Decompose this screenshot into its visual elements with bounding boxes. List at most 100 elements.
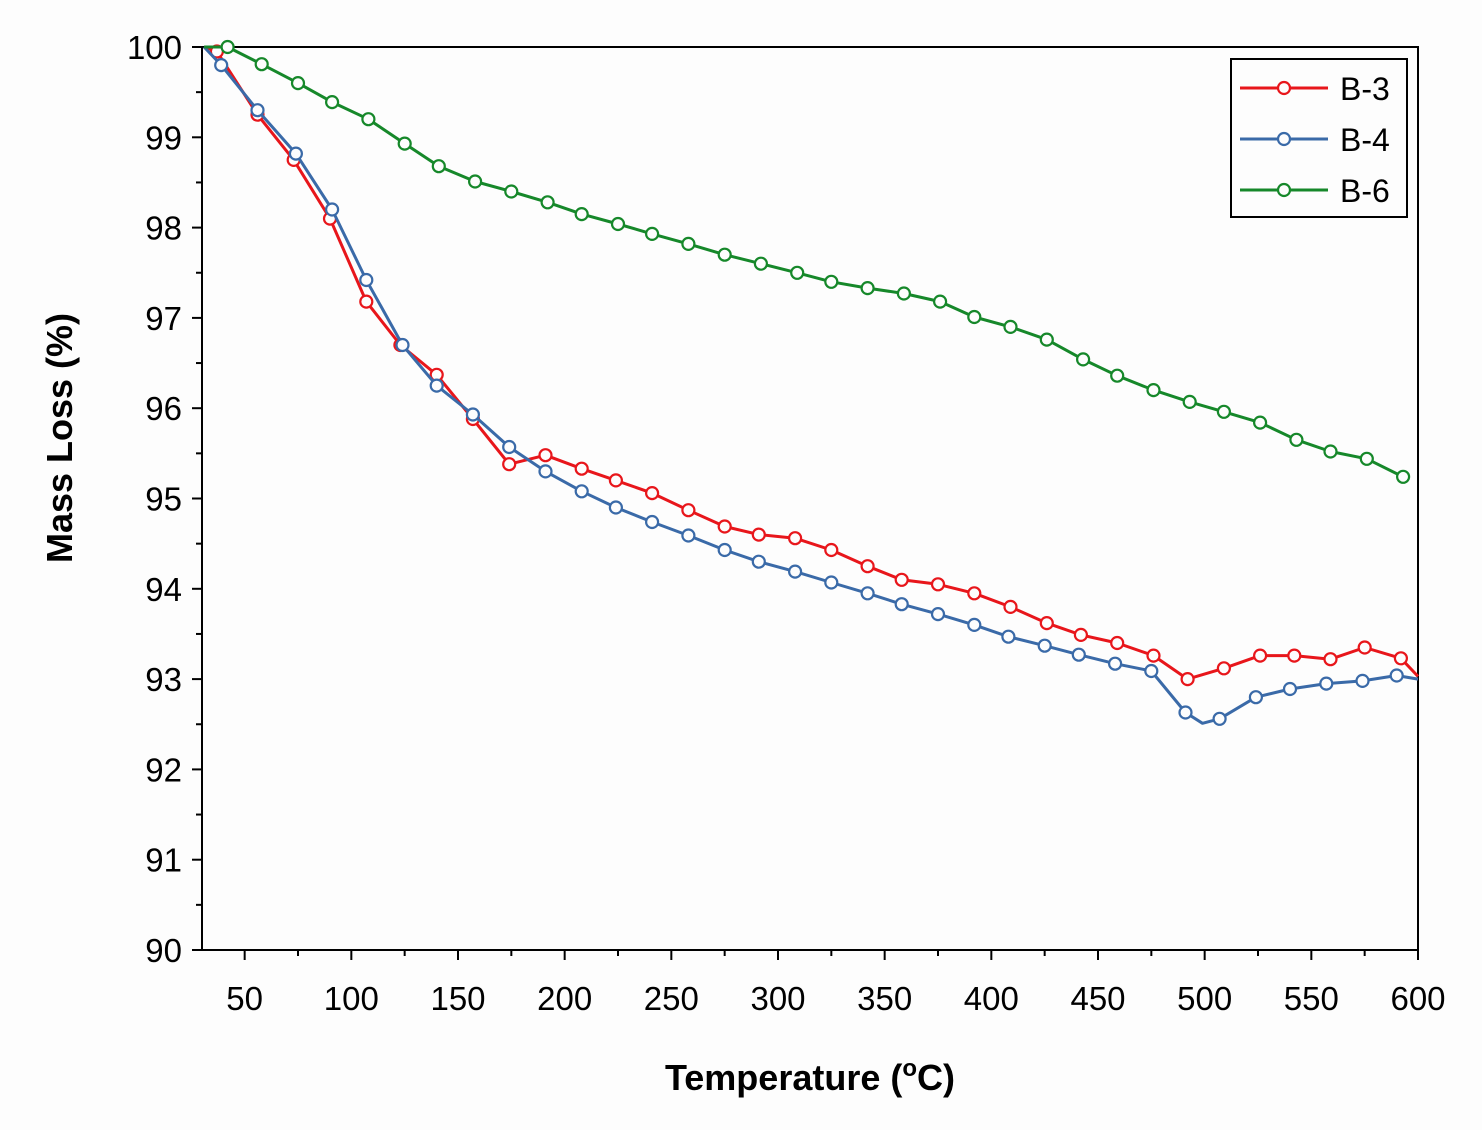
data-point	[896, 286, 912, 301]
data-point	[930, 577, 946, 592]
legend-label: B-6	[1340, 173, 1390, 209]
legend-label: B-4	[1340, 122, 1390, 158]
data-point	[1393, 651, 1409, 666]
legend-marker	[1276, 80, 1292, 96]
data-point	[644, 486, 660, 501]
data-point	[1248, 690, 1264, 705]
data-point	[502, 439, 517, 455]
data-point	[1357, 640, 1372, 655]
data-point	[254, 57, 269, 72]
data-point	[1389, 668, 1404, 683]
data-point	[751, 527, 766, 542]
legend-marker	[1276, 182, 1292, 198]
data-point	[465, 407, 480, 422]
data-point	[574, 461, 589, 476]
data-point	[824, 575, 839, 590]
data-point	[574, 207, 589, 222]
x-tick-label: 250	[644, 980, 699, 1017]
data-point	[787, 531, 803, 546]
data-point	[1216, 404, 1232, 419]
data-point	[250, 103, 265, 118]
data-point	[220, 39, 235, 55]
data-point	[790, 265, 805, 280]
data-point	[290, 75, 306, 91]
legend-label: B-3	[1340, 71, 1390, 107]
data-point	[288, 146, 303, 161]
x-tick-label: 50	[226, 980, 263, 1017]
data-point	[1287, 648, 1302, 663]
data-point	[644, 514, 660, 530]
data-point	[574, 484, 589, 499]
x-tick-label: 100	[324, 980, 379, 1017]
data-point	[1003, 319, 1018, 334]
data-point	[681, 503, 696, 518]
data-point	[468, 174, 483, 189]
data-point	[1039, 332, 1054, 347]
data-point	[894, 572, 909, 587]
x-tick-label: 400	[964, 980, 1019, 1017]
data-point	[860, 281, 875, 296]
data-point	[967, 309, 982, 325]
data-point	[1180, 671, 1195, 687]
data-point	[717, 519, 732, 534]
data-point	[967, 617, 982, 633]
x-tick-label: 500	[1177, 980, 1232, 1017]
data-point	[751, 554, 766, 569]
data-point	[502, 457, 517, 472]
data-point	[359, 272, 374, 288]
data-point	[608, 473, 624, 488]
x-tick-label: 150	[430, 980, 485, 1017]
data-point	[1075, 352, 1091, 367]
data-point	[1289, 432, 1304, 447]
data-point	[1110, 368, 1125, 383]
data-point	[1182, 394, 1197, 409]
series-layer	[203, 39, 1420, 726]
y-tick-label: 97	[145, 300, 182, 337]
data-point	[1359, 451, 1374, 466]
axis-ticks: 50 100 150 200 250 300 350 400 450 500 550 600 90 91 9…	[127, 29, 1446, 1017]
data-point	[1071, 647, 1086, 662]
data-point	[429, 378, 444, 393]
y-tick-label: 91	[145, 842, 182, 879]
data-point	[395, 337, 410, 353]
data-point	[538, 448, 553, 463]
data-point	[1001, 629, 1016, 644]
data-point	[1323, 444, 1338, 459]
series-b-6	[204, 39, 1411, 484]
data-point	[681, 528, 696, 543]
y-tick-label: 96	[145, 390, 182, 427]
x-tick-label: 450	[1070, 980, 1125, 1017]
data-point	[1319, 676, 1334, 691]
x-tick-label: 550	[1284, 980, 1339, 1017]
data-point	[824, 274, 839, 289]
data-point	[1323, 652, 1338, 667]
data-point	[359, 294, 374, 309]
y-tick-label: 100	[127, 29, 182, 66]
data-point	[1395, 469, 1411, 484]
data-point	[681, 236, 696, 251]
data-point	[932, 294, 948, 309]
data-point	[717, 247, 732, 262]
series-b-4	[203, 45, 1419, 726]
data-point	[325, 94, 340, 110]
x-axis-title: Temperature (oC)	[665, 1055, 955, 1098]
data-point	[431, 159, 446, 174]
data-point	[1110, 635, 1125, 651]
data-point	[860, 559, 875, 574]
data-point	[894, 597, 909, 612]
y-tick-label: 99	[145, 119, 182, 156]
data-point	[1144, 663, 1159, 679]
data-point	[538, 464, 553, 479]
data-point	[717, 542, 732, 558]
data-point	[644, 226, 660, 241]
data-point	[753, 256, 769, 271]
y-axis-title: Mass Loss (%)	[39, 313, 80, 563]
data-point	[1178, 705, 1193, 720]
data-point	[1003, 599, 1018, 615]
data-point	[1252, 648, 1268, 663]
data-point	[1216, 661, 1232, 676]
y-tick-label: 93	[145, 661, 182, 698]
data-point	[1146, 383, 1161, 398]
x-tick-label: 600	[1390, 980, 1445, 1017]
